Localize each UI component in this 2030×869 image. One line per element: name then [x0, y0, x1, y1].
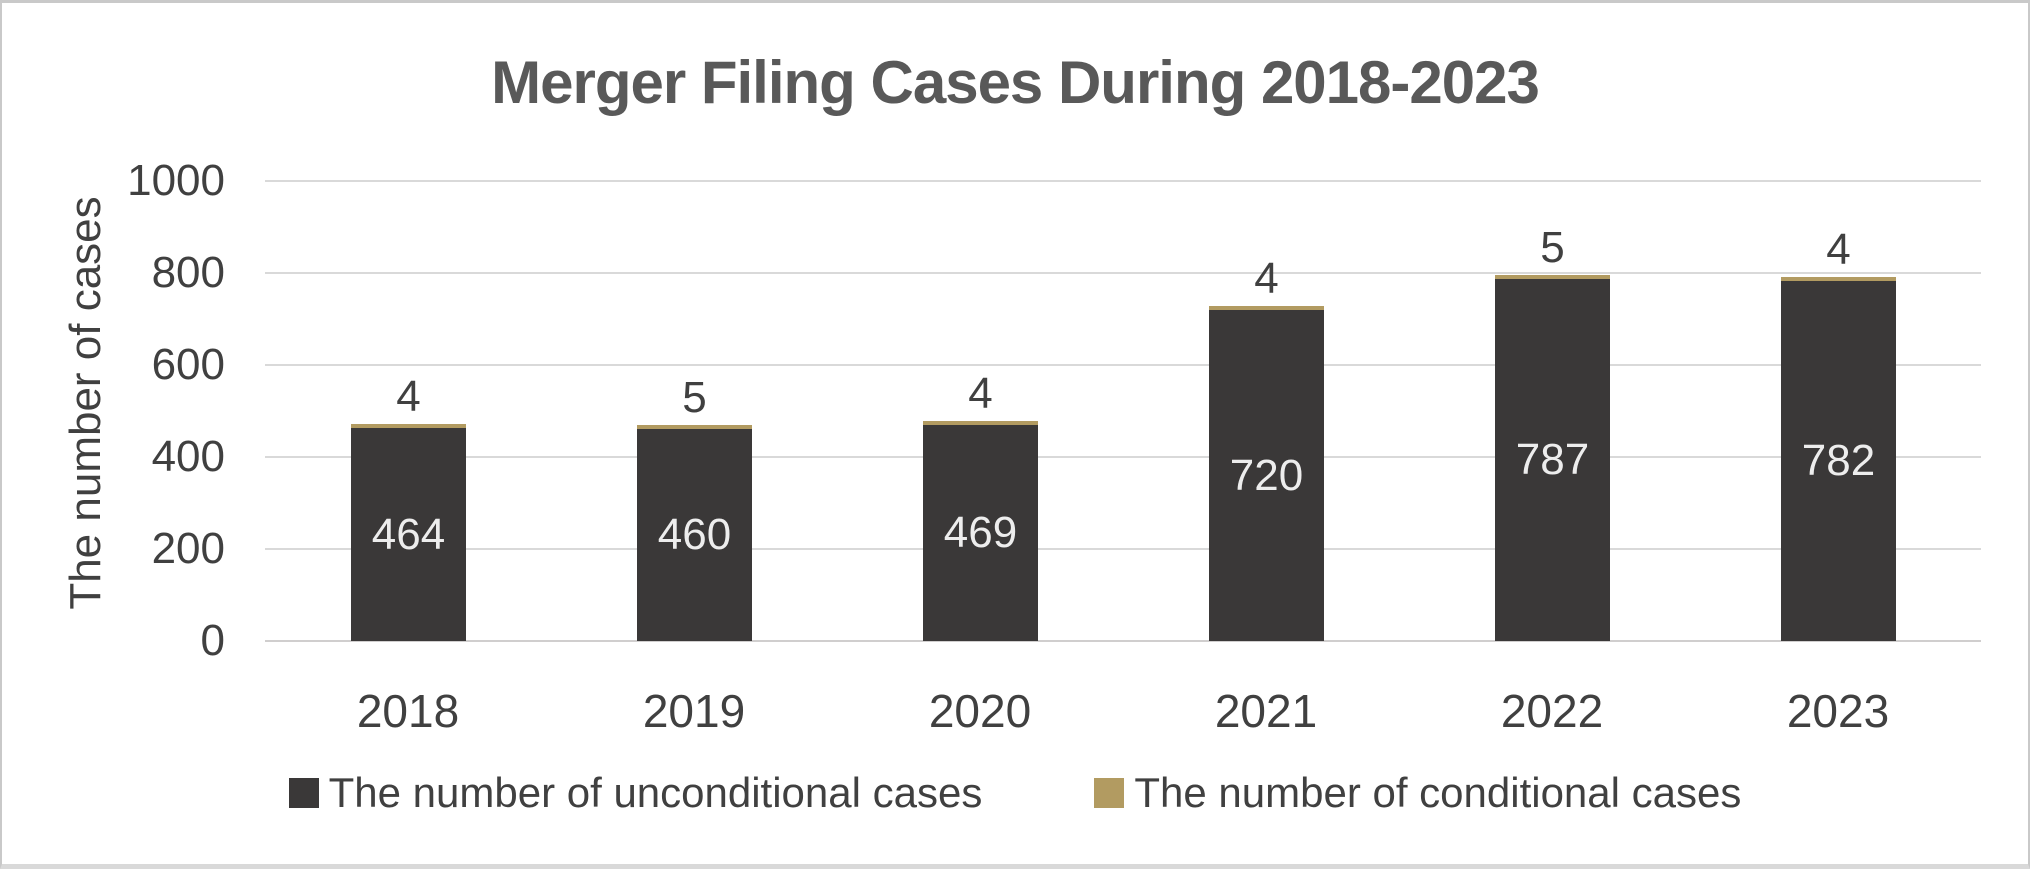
- bar-segment-unconditional: [637, 429, 752, 641]
- bar-value-label-unconditional: 782: [1801, 436, 1876, 485]
- gridline: [265, 456, 1981, 458]
- x-axis-line: [265, 640, 1981, 642]
- legend: The number of unconditional cases The nu…: [2, 769, 2028, 817]
- legend-swatch-conditional: [1094, 778, 1125, 808]
- gridline: [265, 180, 1981, 182]
- x-axis-label: 2018: [356, 685, 460, 737]
- x-axis-label: 2021: [1214, 685, 1318, 737]
- bar-value-label-unconditional: 720: [1229, 451, 1304, 500]
- bar-value-label-conditional: 5: [682, 373, 707, 422]
- bar-value-label-conditional: 5: [1540, 223, 1565, 272]
- x-axis-label: 2019: [642, 685, 746, 737]
- legend-label-conditional: The number of conditional cases: [1134, 769, 1742, 816]
- bar-segment-unconditional: [1209, 310, 1324, 641]
- y-tick-label: 600: [151, 340, 225, 389]
- bar-value-label-conditional: 4: [396, 372, 421, 421]
- y-tick-label: 400: [151, 432, 225, 481]
- bar-segment-conditional: [351, 424, 466, 428]
- bar-segment-unconditional: [1495, 279, 1610, 641]
- y-tick-label: 200: [151, 524, 225, 573]
- bar-value-label-unconditional: 787: [1515, 435, 1590, 484]
- y-tick-label: 0: [200, 616, 225, 665]
- bar-value-label-unconditional: 469: [943, 508, 1018, 557]
- bar-value-label-conditional: 4: [1254, 254, 1279, 303]
- bar-value-label-conditional: 4: [1826, 225, 1851, 274]
- legend-label-unconditional: The number of unconditional cases: [328, 769, 983, 816]
- gridline: [265, 272, 1981, 274]
- gridline: [265, 364, 1981, 366]
- y-tick-label: 1000: [127, 156, 225, 205]
- x-axis-label: 2020: [928, 685, 1032, 737]
- bar-value-label-unconditional: 464: [371, 510, 446, 559]
- bar-segment-conditional: [1781, 277, 1896, 281]
- legend-swatch-unconditional: [288, 778, 319, 808]
- legend-item-unconditional: The number of unconditional cases: [288, 769, 983, 817]
- bar-value-label-conditional: 4: [968, 369, 993, 418]
- bar-segment-unconditional: [1781, 281, 1896, 641]
- bar-segment-unconditional: [351, 428, 466, 641]
- x-axis-label: 2023: [1786, 685, 1890, 737]
- bar-segment-unconditional: [923, 425, 1038, 641]
- legend-item-conditional: The number of conditional cases: [1094, 769, 1741, 817]
- bar-segment-conditional: [1209, 306, 1324, 310]
- bar-segment-conditional: [637, 425, 752, 429]
- gridline: [265, 548, 1981, 550]
- y-tick-label: 800: [151, 248, 225, 297]
- chart-title: Merger Filing Cases During 2018-2023: [491, 49, 1540, 116]
- bar-value-label-unconditional: 460: [657, 510, 732, 559]
- bar-segment-conditional: [923, 421, 1038, 425]
- x-axis-label: 2022: [1500, 685, 1604, 737]
- bar-segment-conditional: [1495, 275, 1610, 279]
